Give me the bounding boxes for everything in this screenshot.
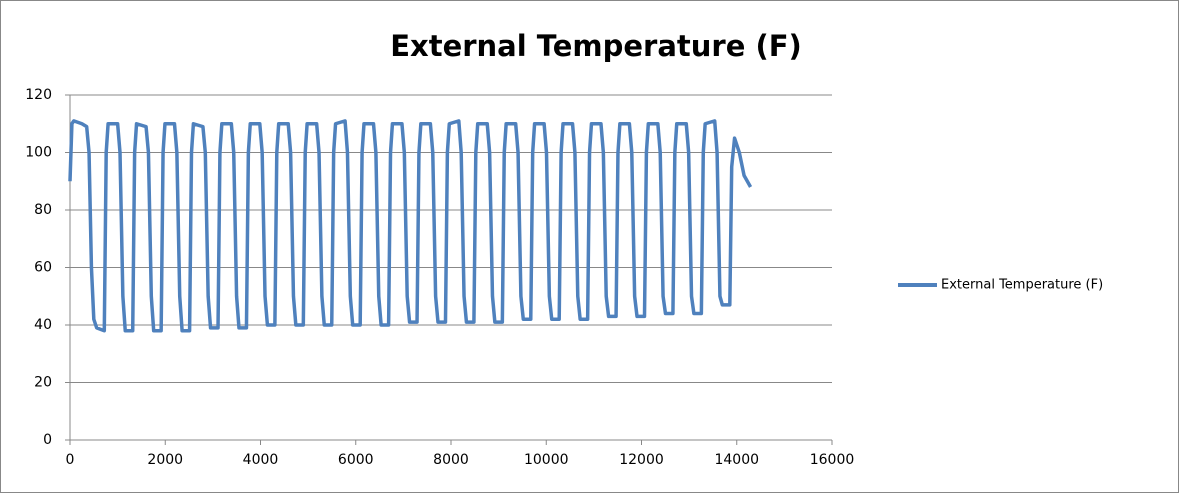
x-tick-label: 14000 [714, 452, 759, 468]
x-tick-label: 6000 [338, 452, 374, 468]
x-tick-label: 16000 [810, 452, 855, 468]
y-tick-label: 80 [34, 202, 52, 218]
y-tick-label: 60 [34, 260, 52, 276]
x-tick-label: 0 [66, 452, 75, 468]
x-tick-label: 4000 [243, 452, 279, 468]
x-tick-label: 12000 [619, 452, 664, 468]
y-tick-label: 40 [34, 317, 52, 333]
x-tick-label: 10000 [524, 452, 569, 468]
y-tick-label: 0 [43, 432, 52, 448]
y-tick-label: 20 [34, 375, 52, 391]
x-tick-label: 2000 [147, 452, 183, 468]
x-tick-label: 8000 [433, 452, 469, 468]
legend-label: External Temperature (F) [941, 278, 1103, 293]
data-line [68, 119, 753, 333]
y-tick-label: 100 [25, 145, 52, 161]
y-tick-label: 120 [25, 87, 52, 103]
chart-title: External Temperature (F) [390, 29, 802, 63]
